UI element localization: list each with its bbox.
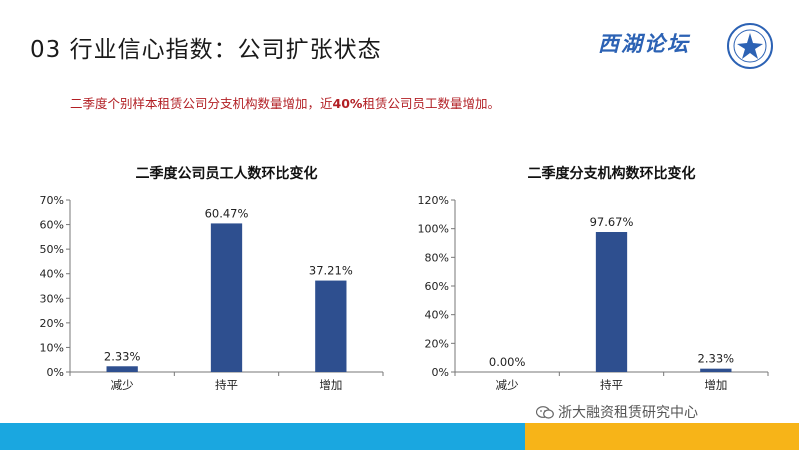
subtitle-highlight: 40% (332, 96, 363, 111)
branches-chart-y-tick-label: 40% (425, 309, 449, 322)
watermark: 浙大融资租赁研究中心 (536, 402, 698, 422)
branches-chart-bar (595, 232, 628, 372)
employees-chart-category-label: 减少 (111, 378, 134, 390)
employees-chart-y-tick-label: 10% (40, 341, 64, 354)
branches-chart-category-label: 减少 (496, 378, 519, 390)
chart-branches: 二季度分支机构数环比变化 0% 20% 40% 60% 80% 100% 120% 0.00% 减… (413, 160, 783, 390)
branches-chart-bar (700, 368, 732, 372)
employees-chart-y-tick-label: 50% (40, 243, 64, 256)
employees-chart-title: 二季度公司员工人数环比变化 (136, 165, 318, 182)
chart-employees-svg: 二季度公司员工人数环比变化 0% 10% 20% 30% 40% 50% 60% 70% 2.33… (40, 165, 384, 390)
branches-chart-y-tick-label: 60% (425, 280, 449, 293)
subtitle-text-after: 租赁公司员工数量增加。 (362, 96, 500, 111)
employees-chart-y-tick-label: 20% (40, 317, 64, 330)
employees-chart-bar (106, 366, 138, 372)
branches-chart-y-tick-label: 100% (418, 223, 449, 236)
employees-chart-y-tick-label: 40% (40, 268, 64, 281)
watermark-text: 浙大融资租赁研究中心 (558, 405, 698, 421)
forum-seal-icon (727, 23, 773, 69)
branches-chart-data-label: 97.67% (590, 215, 634, 229)
chart-branches-svg: 二季度分支机构数环比变化 0% 20% 40% 60% 80% 100% 120% 0.00% 减… (418, 165, 769, 390)
slide-subtitle: 二季度个别样本租赁公司分支机构数量增加，近40%租赁公司员工数量增加。 (70, 93, 500, 112)
branches-chart-y-tick-label: 0% (432, 366, 449, 379)
branches-chart-category-label: 增加 (704, 378, 727, 390)
slide-title: 03 行业信心指数：公司扩张状态 (30, 37, 382, 63)
branches-chart-y-tick-label: 20% (425, 337, 449, 350)
branches-chart-title: 二季度分支机构数环比变化 (528, 165, 696, 182)
subtitle-text-before: 二季度个别样本租赁公司分支机构数量增加，近 (70, 96, 333, 111)
employees-chart-data-label: 2.33% (104, 349, 141, 363)
footer-bar-yellow (525, 423, 799, 450)
employees-chart-y-tick-label: 0% (47, 366, 64, 379)
employees-chart-category-label: 增加 (319, 378, 342, 390)
employees-chart-bar (210, 223, 243, 372)
employees-chart-data-label: 60.47% (205, 206, 249, 220)
chart-employees: 二季度公司员工人数环比变化 0% 10% 20% 30% 40% 50% 60% 70% 2.33… (28, 160, 398, 390)
brand-wordmark: 西湖论坛 (598, 31, 690, 56)
employees-chart-bar (315, 280, 347, 372)
employees-chart-y-tick-label: 60% (40, 219, 64, 232)
branches-chart-data-label: 0.00% (489, 355, 526, 369)
employees-chart-category-label: 持平 (215, 378, 238, 390)
wechat-icon (536, 406, 554, 419)
footer-bar-blue (0, 423, 525, 450)
employees-chart-y-tick-label: 70% (40, 194, 64, 207)
branches-chart-category-label: 持平 (600, 378, 623, 390)
branches-chart-y-tick-label: 120% (418, 194, 449, 207)
branches-chart-y-tick-label: 80% (425, 251, 449, 264)
employees-chart-y-tick-label: 30% (40, 292, 64, 305)
employees-chart-data-label: 37.21% (309, 264, 353, 278)
branches-chart-data-label: 2.33% (698, 352, 735, 366)
